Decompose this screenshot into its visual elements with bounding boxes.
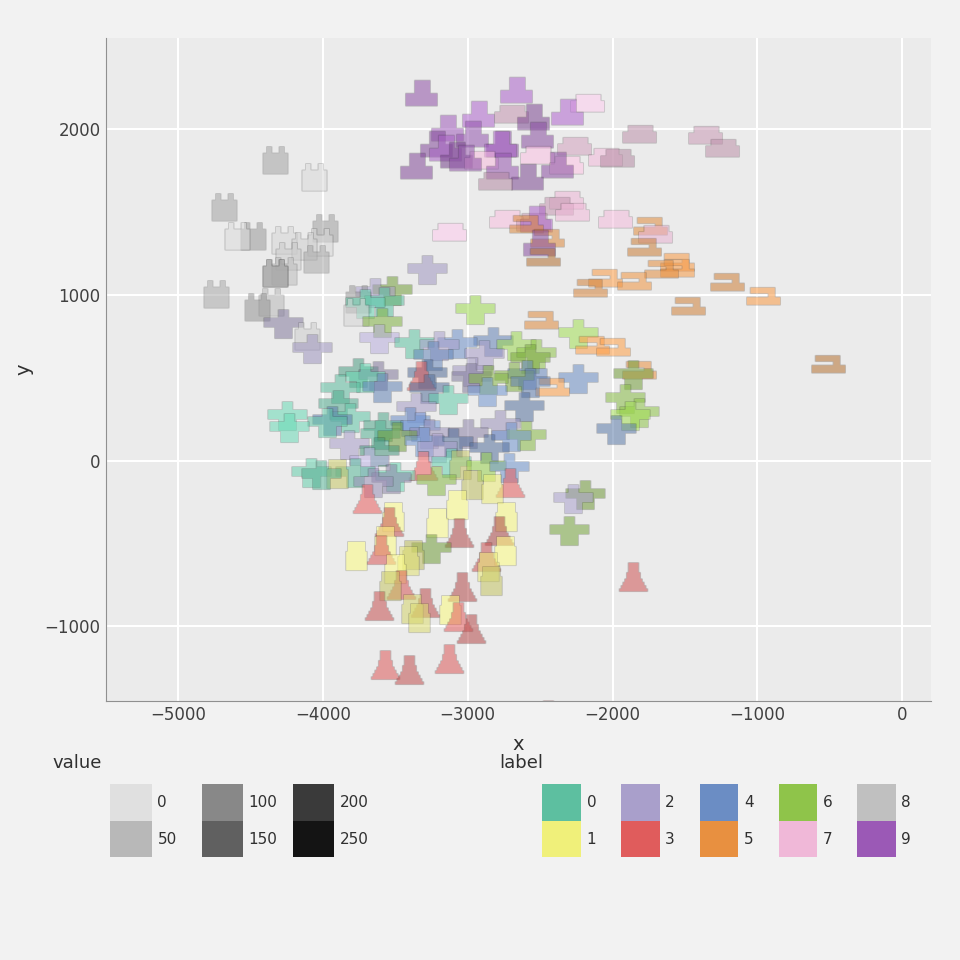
Text: 5: 5: [744, 831, 754, 847]
Text: 0: 0: [157, 795, 167, 810]
Text: 7: 7: [823, 831, 832, 847]
Text: value: value: [53, 754, 102, 772]
Text: 9: 9: [901, 831, 911, 847]
Text: 150: 150: [249, 831, 277, 847]
Text: 200: 200: [340, 795, 369, 810]
Y-axis label: y: y: [14, 364, 34, 375]
Text: 3: 3: [665, 831, 675, 847]
Text: 0: 0: [587, 795, 596, 810]
Text: 100: 100: [249, 795, 277, 810]
Text: 4: 4: [744, 795, 754, 810]
Text: 2: 2: [665, 795, 675, 810]
Text: 6: 6: [823, 795, 832, 810]
Text: 1: 1: [587, 831, 596, 847]
Text: 250: 250: [340, 831, 369, 847]
Text: label: label: [499, 754, 543, 772]
X-axis label: x: x: [513, 734, 524, 754]
Text: 50: 50: [157, 831, 177, 847]
Text: 8: 8: [901, 795, 911, 810]
